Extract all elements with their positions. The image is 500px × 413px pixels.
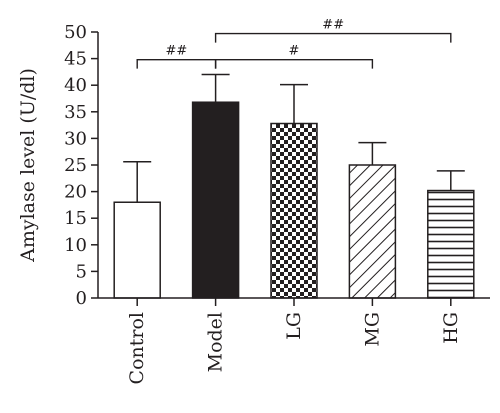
y-tick-label: 30	[64, 128, 87, 149]
y-tick-label: 35	[64, 102, 87, 123]
bar-control	[113, 201, 161, 299]
error-bar-model	[201, 73, 230, 103]
significance-bracket: ##	[136, 44, 217, 69]
significance-label: ##	[166, 44, 188, 59]
x-tick-label-lg: LG	[283, 312, 305, 340]
bar-lg	[270, 122, 318, 299]
y-tick-label: 0	[76, 288, 87, 309]
error-bar-mg	[358, 141, 387, 165]
y-tick-label: 5	[76, 261, 87, 282]
significance-label: ##	[322, 18, 344, 33]
y-tick-label: 15	[64, 208, 87, 229]
y-axis-ticks: 0 5 10 15 20 25 30 35 40 45 50	[64, 22, 98, 309]
x-tick-label-mg: MG	[361, 312, 383, 347]
x-tick-label-model: Model	[205, 312, 227, 372]
y-tick-label: 50	[64, 22, 87, 43]
x-tick-label-hg: HG	[440, 312, 462, 344]
error-bar-lg	[280, 83, 308, 124]
y-tick-label: 20	[64, 182, 87, 203]
significance-annotations: ## ###	[136, 18, 452, 69]
bars	[113, 101, 475, 299]
y-tick-label: 45	[64, 49, 87, 70]
y-tick-label: 40	[64, 75, 87, 96]
y-tick-label: 25	[64, 155, 87, 176]
bar-model	[191, 101, 240, 299]
significance-bracket: ##	[214, 18, 452, 43]
y-tick-label: 10	[64, 235, 87, 256]
x-axis-ticks: Control Model LG MG HG	[126, 298, 462, 384]
bar-mg	[348, 164, 397, 299]
error-bars	[123, 73, 465, 203]
x-tick-label-control: Control	[126, 312, 148, 384]
error-bar-control	[123, 161, 152, 203]
significance-label: #	[289, 44, 300, 59]
error-bar-hg	[436, 170, 465, 191]
significance-bracket: #	[214, 44, 374, 69]
y-axis-title: Amylase level (U/dl)	[17, 68, 39, 263]
bar-hg	[427, 189, 475, 299]
